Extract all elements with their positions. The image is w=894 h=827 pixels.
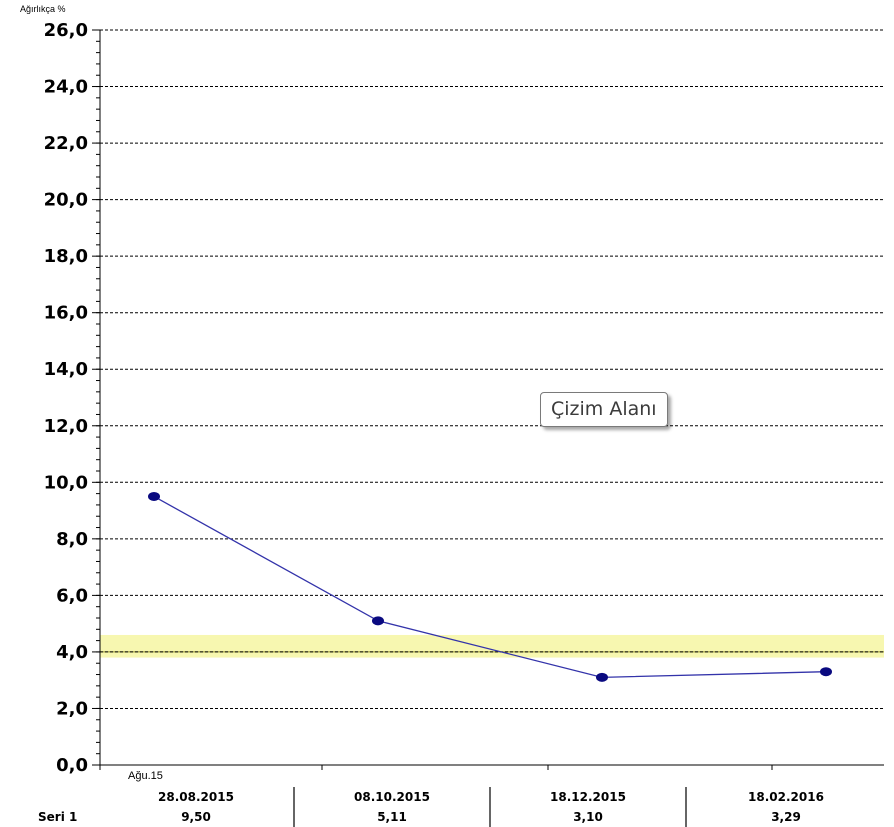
table-row-label: Seri 1 [38, 810, 77, 824]
y-tick-label: 14,0 [44, 359, 88, 380]
y-tick-label: 22,0 [44, 133, 88, 154]
y-tick-label: 4,0 [56, 642, 88, 663]
limit-band-layer [100, 634, 884, 658]
series-line [153, 495, 827, 679]
table-value: 3,29 [771, 810, 801, 824]
x-axis-sub-label: Ağu.15 [128, 770, 163, 782]
table-value: 3,10 [573, 810, 603, 824]
plot-area-tooltip: Çizim Alanı [540, 392, 668, 427]
y-tick-label: 26,0 [44, 20, 88, 41]
table-date: 18.12.2015 [550, 790, 626, 804]
y-axis-unit-label: Ağırlıkça % [20, 4, 66, 14]
y-tick-label: 2,0 [56, 698, 88, 719]
table-date: 08.10.2015 [354, 790, 430, 804]
series-layer [148, 491, 832, 682]
table-date: 18.02.2016 [748, 790, 824, 804]
y-tick-label: 10,0 [44, 472, 88, 493]
data-point [372, 616, 384, 626]
table-date: 28.08.2015 [158, 790, 234, 804]
y-tick-label: 12,0 [44, 416, 88, 437]
y-tick-label: 20,0 [44, 190, 88, 211]
y-tick-label: 24,0 [44, 77, 88, 98]
y-tick-label: 0,0 [56, 755, 88, 776]
table-value: 9,50 [181, 810, 211, 824]
data-point [820, 667, 832, 677]
y-tick-label: 8,0 [56, 529, 88, 550]
data-point [596, 672, 608, 682]
y-tick-label: 18,0 [44, 246, 88, 267]
y-axis: 0,0 2,0 4,0 6,0 8,0 10,0 12,0 14,0 16,0 18,0 20,0 2… [44, 20, 884, 782]
data-point [148, 491, 160, 501]
y-tick-label: 6,0 [56, 585, 88, 606]
table-value: 5,11 [377, 810, 407, 824]
y-tick-label: 16,0 [44, 303, 88, 324]
data-table: Seri 1 28.08.2015 9,50 08.10.2015 5,11 18.12.… [38, 787, 824, 827]
limit-band [100, 634, 884, 658]
